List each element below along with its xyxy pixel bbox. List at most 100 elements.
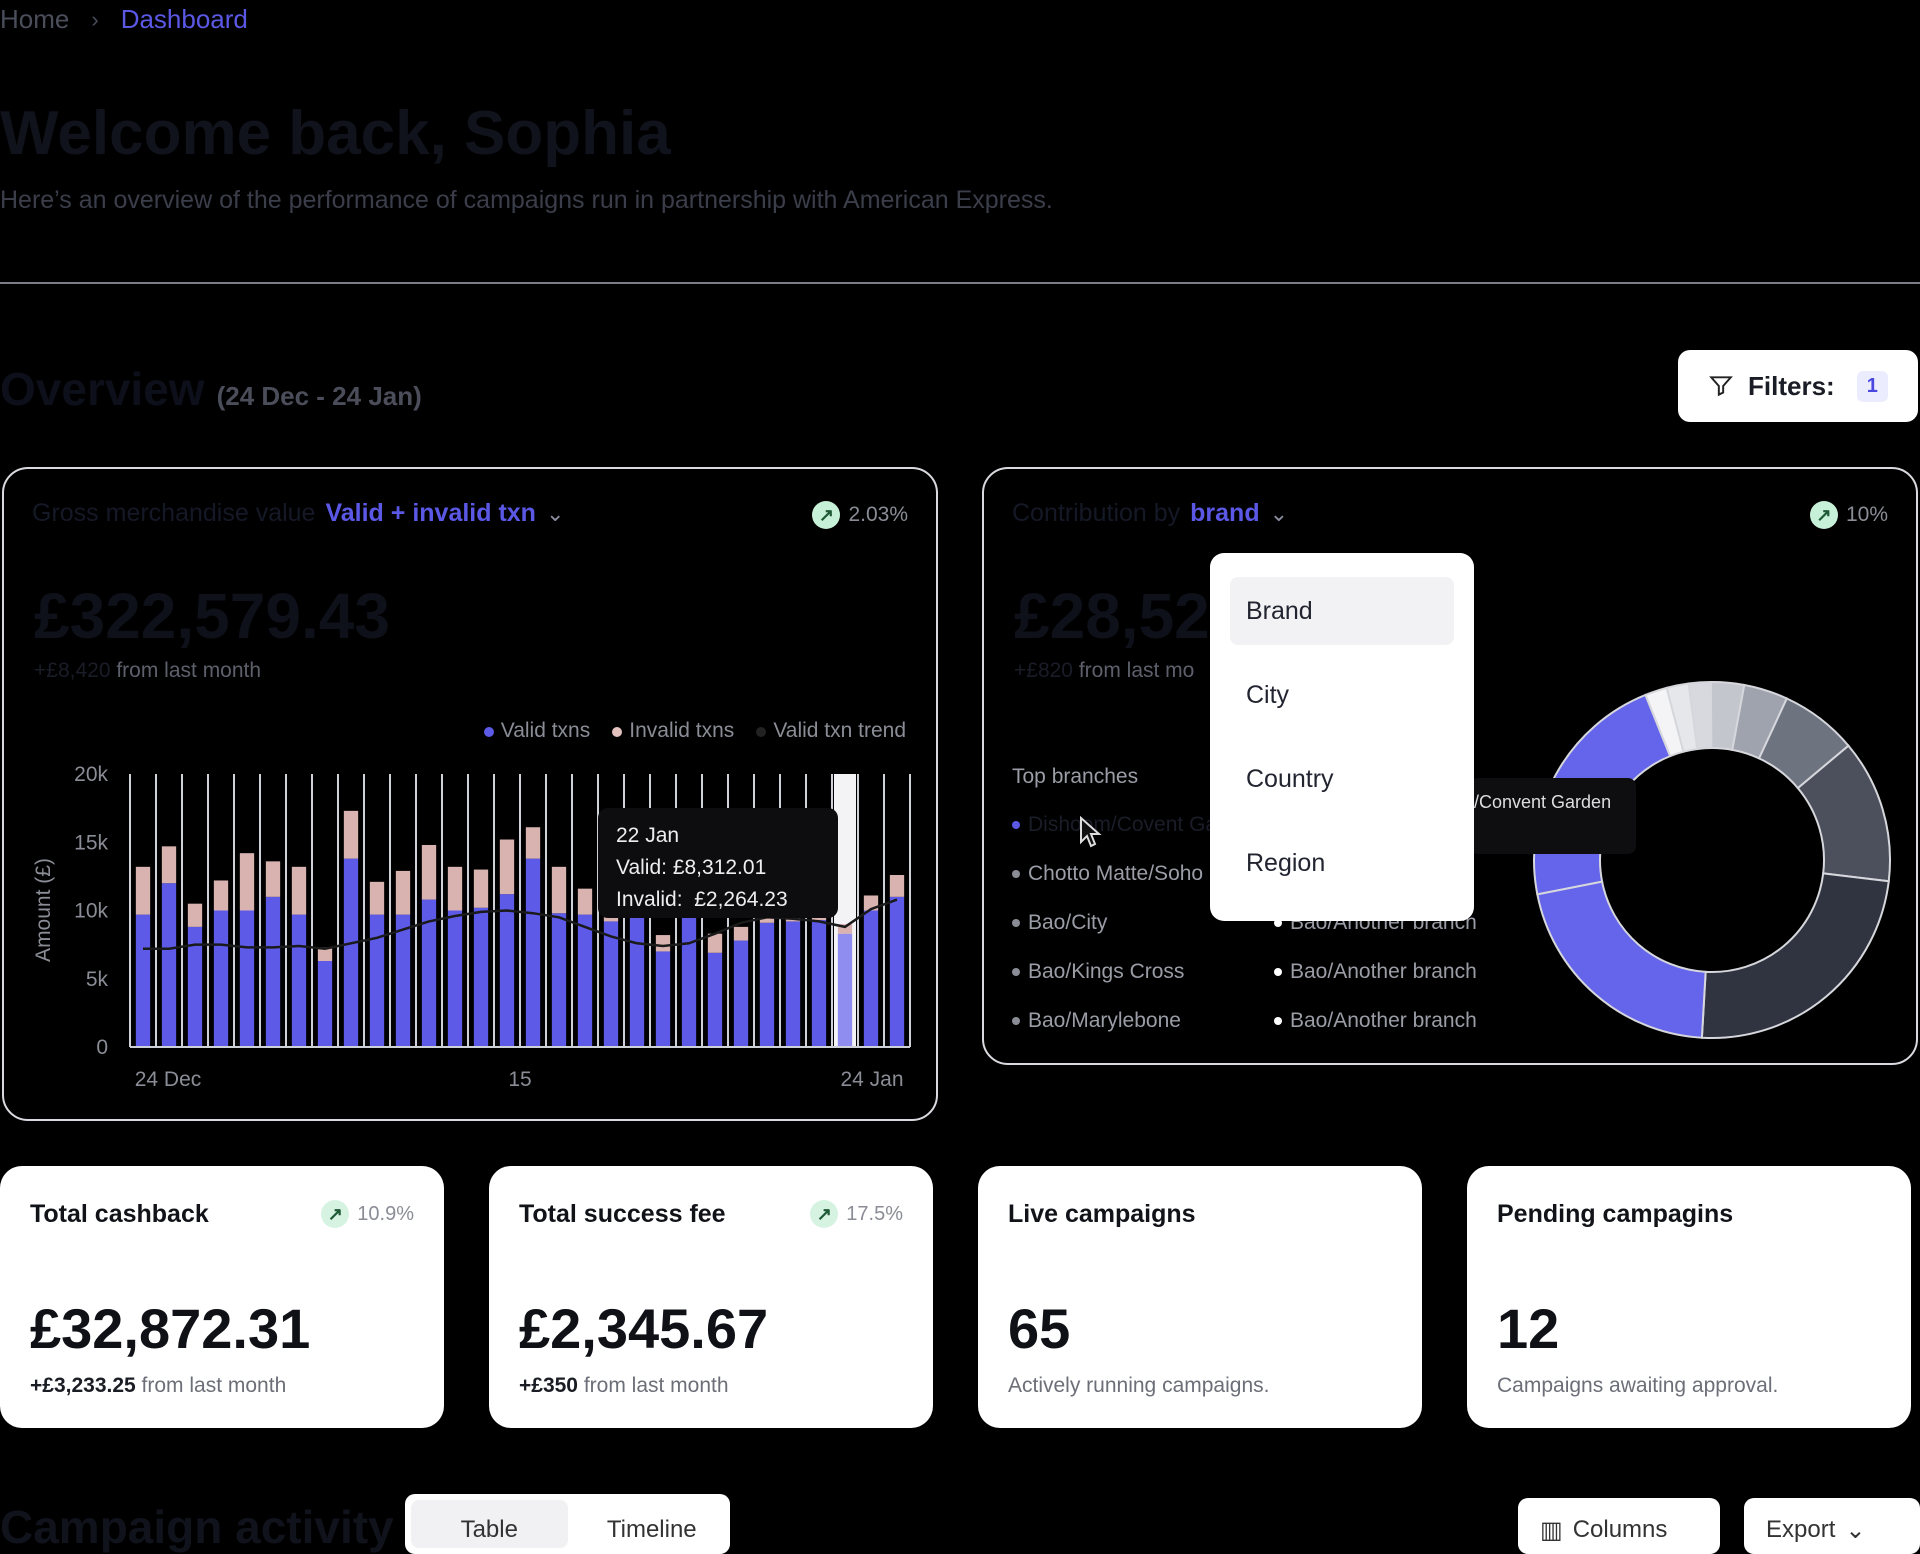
bar-invalid <box>291 866 307 915</box>
bar-invalid <box>707 933 723 953</box>
overview-heading: Overview (24 Dec - 24 Jan) <box>0 362 422 416</box>
export-button[interactable]: Export ⌄ <box>1744 1498 1920 1554</box>
bar-invalid <box>577 888 593 915</box>
view-toggle: Table Timeline <box>405 1494 730 1554</box>
stat-card-total-success-fee: Total success fee ↗ 17.5% £2,345.67 +£350… <box>489 1166 933 1428</box>
contribution-selector[interactable]: brand <box>1190 499 1260 527</box>
bar-invalid <box>343 810 359 859</box>
bar-valid <box>421 899 437 1047</box>
overview-title: Overview <box>0 363 205 415</box>
bar-valid <box>187 926 203 1047</box>
legend-trend[interactable]: Valid txn trend <box>756 719 906 743</box>
stat-subtext: +£350 from last month <box>519 1374 729 1397</box>
bar-valid <box>577 914 593 1047</box>
bar-invalid <box>161 846 177 884</box>
gmv-card: Gross merchandise value Valid + invalid … <box>2 467 938 1121</box>
contribution-value: £28,52 <box>1014 580 1210 652</box>
dropdown-item-city[interactable]: City <box>1246 680 1290 709</box>
breadcrumb-home[interactable]: Home <box>0 4 70 34</box>
filter-icon <box>1709 376 1733 397</box>
gmv-label: Gross merchandise value <box>32 499 316 527</box>
gmv-card-header: Gross merchandise value Valid + invalid … <box>32 499 564 528</box>
bar-invalid <box>239 853 255 911</box>
donut-tooltip: /Convent Garden <box>1470 778 1636 854</box>
overview-range: (24 Dec - 24 Jan) <box>216 381 422 411</box>
bar-valid <box>889 896 905 1047</box>
dropdown-item-country[interactable]: Country <box>1246 764 1334 793</box>
bar-invalid <box>837 924 853 934</box>
contribution-change-badge: ↗ 10% <box>1809 501 1888 529</box>
branch-item[interactable]: Bao/Another branch <box>1274 960 1477 984</box>
y-tick-label: 5k <box>86 968 109 991</box>
legend-valid[interactable]: Valid txns <box>483 719 590 743</box>
branch-item[interactable]: Bao/Another branch <box>1274 1009 1477 1033</box>
trend-up-icon: ↗ <box>812 501 841 529</box>
donut-slice <box>1700 872 1890 1039</box>
breadcrumb-separator-icon: › <box>91 6 99 32</box>
chevron-down-icon[interactable]: ⌄ <box>545 500 565 526</box>
donut-slice <box>1536 880 1707 1039</box>
bar-invalid <box>447 866 463 911</box>
chevron-down-icon[interactable]: ⌄ <box>1269 500 1289 526</box>
columns-button[interactable]: ▥ Columns <box>1518 1498 1720 1554</box>
tooltip-date: 22 Jan <box>616 824 680 847</box>
branch-item[interactable]: Bao/City <box>1012 911 1107 935</box>
bar-invalid <box>187 903 203 927</box>
gmv-change-badge: ↗ 2.03% <box>812 501 908 529</box>
chart-tooltip: 22 Jan Valid: £8,312.01 Invalid: £2,264.… <box>598 808 838 918</box>
stat-title: Total cashback <box>30 1200 209 1228</box>
bar-invalid <box>317 947 333 962</box>
dropdown-item-region[interactable]: Region <box>1246 848 1326 877</box>
bar-invalid <box>213 880 229 911</box>
filters-count-badge: 1 <box>1856 370 1888 402</box>
campaign-activity-title: Campaign activity <box>0 1501 394 1553</box>
branch-item[interactable]: Chotto Matte/Soho <box>1012 862 1203 886</box>
stat-value: £2,345.67 <box>519 1297 769 1360</box>
bar-valid <box>733 940 749 1047</box>
tab-timeline[interactable]: Timeline <box>606 1516 697 1543</box>
tab-table[interactable]: Table <box>411 1500 568 1548</box>
gmv-txn-selector[interactable]: Valid + invalid txn <box>325 499 536 527</box>
y-tick-label: 20k <box>74 763 108 786</box>
bar-valid <box>291 914 307 1047</box>
branch-item[interactable]: Bao/Kings Cross <box>1012 960 1184 984</box>
legend-invalid[interactable]: Invalid txns <box>612 719 734 743</box>
stat-card-total-cashback: Total cashback ↗ 10.9% £32,872.31 +£3,233… <box>0 1166 444 1428</box>
gmv-change-value: 2.03% <box>848 503 908 526</box>
breadcrumb-current[interactable]: Dashboard <box>120 4 248 34</box>
bar-valid <box>265 896 281 1047</box>
y-tick-label: 0 <box>96 1036 108 1059</box>
y-axis-label: Amount (£) <box>32 858 55 962</box>
stat-title: Total success fee <box>519 1200 726 1228</box>
contribution-delta: +£820 from last mo <box>1014 659 1194 683</box>
y-tick-label: 15k <box>74 831 108 854</box>
bar-invalid <box>473 869 489 908</box>
bar-valid <box>161 883 177 1047</box>
divider <box>0 282 1920 284</box>
stat-title: Live campaigns <box>1008 1200 1196 1228</box>
bar-valid <box>551 913 567 1047</box>
stat-title: Pending campagins <box>1497 1200 1734 1228</box>
tooltip-valid: Valid: £8,312.01 <box>616 856 767 879</box>
bar-invalid <box>369 881 385 915</box>
bar-invalid <box>395 870 411 915</box>
x-tick-label: 24 Dec <box>135 1068 202 1091</box>
bar-valid <box>785 921 801 1047</box>
gmv-delta-text: from last month <box>116 659 262 682</box>
bar-valid <box>525 858 541 1047</box>
stat-value: 65 <box>1008 1297 1071 1360</box>
bar-valid <box>343 858 359 1047</box>
tooltip-invalid: Invalid: £2,264.23 <box>616 888 788 911</box>
branch-item[interactable]: Bao/Marylebone <box>1012 1009 1181 1033</box>
trend-up-icon: ↗ <box>810 1200 839 1228</box>
bar-valid <box>707 952 723 1047</box>
bar-invalid <box>421 844 437 900</box>
chevron-down-icon: ⌄ <box>1845 1517 1866 1544</box>
bar-valid <box>759 922 775 1047</box>
stat-subtext: Campaigns awaiting approval. <box>1497 1374 1779 1397</box>
filters-button[interactable]: Filters: 1 <box>1678 350 1918 422</box>
dropdown-item-brand[interactable]: Brand <box>1230 577 1454 645</box>
contribution-card-header: Contribution by brand ⌄ <box>1012 499 1288 528</box>
contribution-delta-amount: +£820 <box>1014 659 1073 682</box>
group-by-dropdown: Brand City Country Region <box>1210 553 1474 921</box>
